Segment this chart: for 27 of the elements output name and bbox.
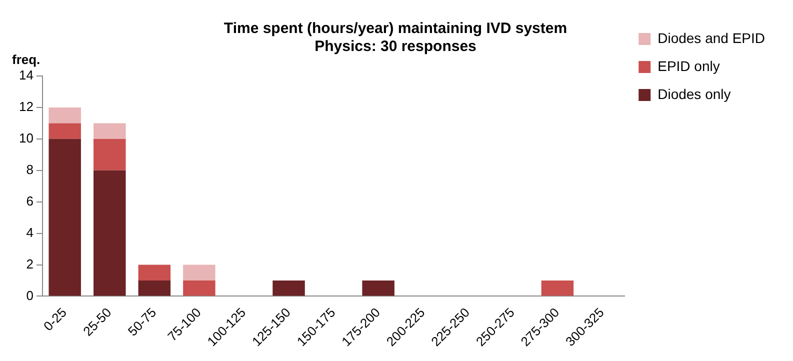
bar — [138, 264, 171, 281]
bar — [94, 123, 126, 139]
bar — [272, 280, 305, 296]
chart-subtitle: Physics: 30 responses — [314, 38, 476, 56]
legend-label: EPID only — [658, 58, 720, 74]
bar — [138, 280, 171, 296]
y-tick-label: 0 — [26, 288, 34, 303]
bar — [94, 138, 126, 170]
y-tick-label: 14 — [18, 68, 34, 83]
y-axis-title: freq. — [12, 52, 40, 67]
bar — [183, 280, 216, 296]
bar — [183, 264, 216, 281]
legend-label: Diodes only — [658, 86, 731, 102]
bar — [48, 123, 81, 139]
chart-title: Time spent (hours/year) maintaining IVD system — [224, 20, 568, 38]
bar — [94, 170, 126, 296]
y-tick-label: 12 — [18, 99, 34, 114]
y-tick-label: 6 — [26, 193, 34, 208]
bar — [48, 107, 81, 124]
bar — [48, 138, 81, 296]
y-tick-label: 4 — [26, 224, 34, 240]
legend-label: Diodes and EPID — [658, 30, 766, 46]
bar — [541, 280, 574, 296]
y-tick-label: 8 — [26, 162, 34, 177]
y-tick-label: 2 — [26, 256, 34, 272]
bar — [362, 280, 394, 296]
y-tick-label: 10 — [18, 130, 34, 146]
